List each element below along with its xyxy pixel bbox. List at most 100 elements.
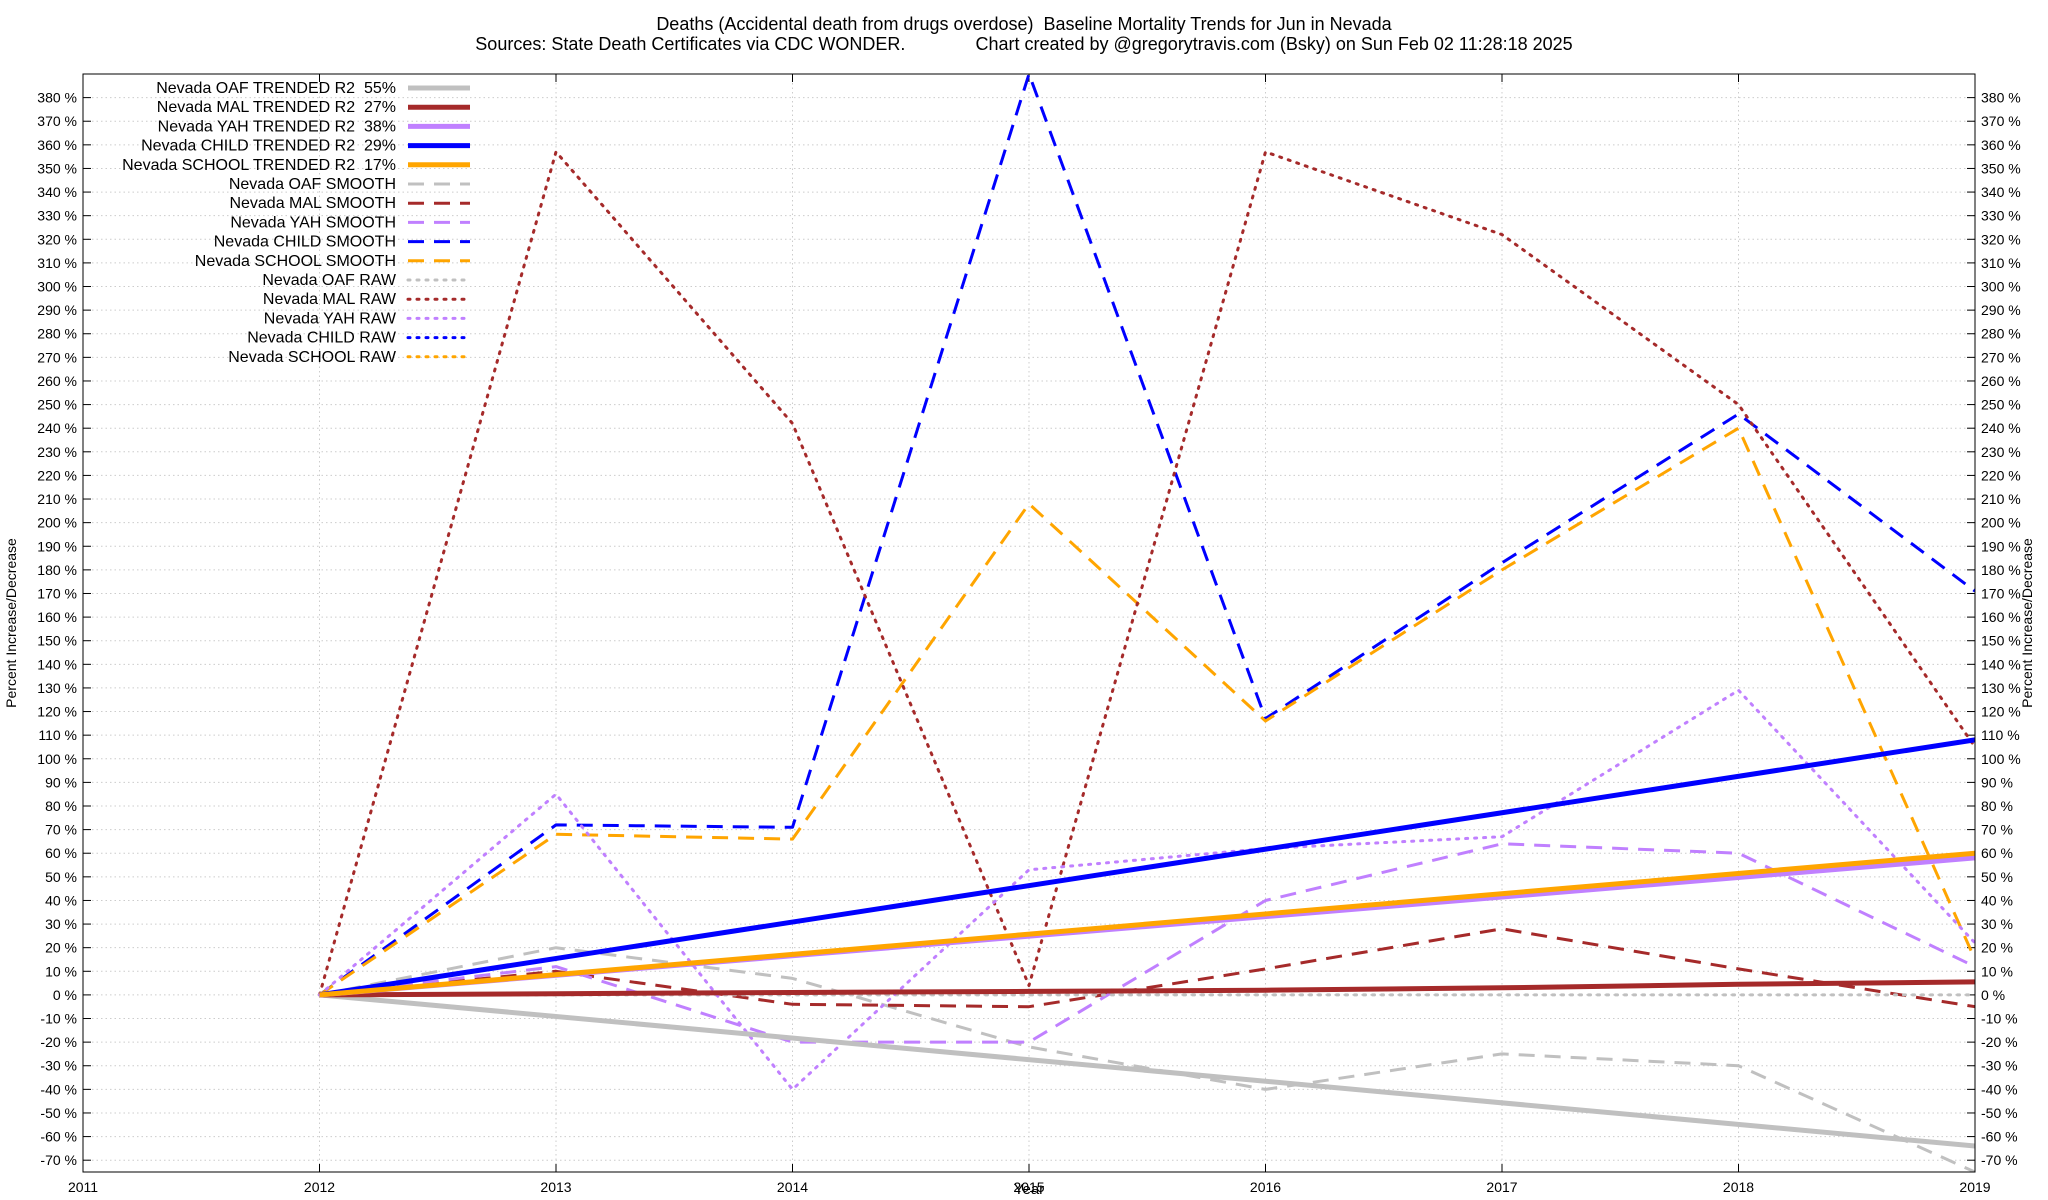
y-tick-label: -50 % xyxy=(1981,1105,2018,1121)
series-line-nevada-oaf-smooth xyxy=(319,946,1975,1172)
x-tick-label: 2013 xyxy=(540,1179,571,1195)
x-tick-label: 2019 xyxy=(1959,1179,1990,1195)
series-line-nevada-child-trended-r2-29 xyxy=(319,737,1975,998)
y-tick-label: 100 % xyxy=(37,751,77,767)
y-tick-label: 110 % xyxy=(38,727,77,743)
y-tick-label: 320 % xyxy=(37,231,77,247)
y-tick-label: 210 % xyxy=(1981,491,2021,507)
y-tick-label: 190 % xyxy=(37,538,77,554)
x-tick-label: 2011 xyxy=(68,1179,98,1195)
y-tick-label: 100 % xyxy=(1981,751,2021,767)
y-tick-label: 240 % xyxy=(37,420,77,436)
y-tick-label: 120 % xyxy=(1981,704,2021,720)
y-tick-label: 210 % xyxy=(37,491,77,507)
legend-label: Nevada YAH SMOOTH xyxy=(230,214,396,231)
legend-label: Nevada YAH TRENDED R2 38% xyxy=(158,118,396,135)
x-tick-label: 2018 xyxy=(1723,1179,1754,1195)
y-tick-label: 350 % xyxy=(37,160,77,176)
y-tick-label: 50 % xyxy=(45,869,77,885)
y-tick-label: -20 % xyxy=(1981,1034,2018,1050)
y-tick-label: 320 % xyxy=(1981,231,2021,247)
legend-label: Nevada MAL SMOOTH xyxy=(229,195,396,212)
x-tick-label: 2015 xyxy=(1013,1179,1044,1195)
y-tick-label: -30 % xyxy=(40,1058,77,1074)
y-axis-label-left: Percent Increase/Decrease xyxy=(3,538,19,708)
y-tick-label: 370 % xyxy=(1981,113,2021,129)
legend-label: Nevada OAF RAW xyxy=(262,272,397,289)
y-tick-label: 180 % xyxy=(37,562,77,578)
y-tick-label: 300 % xyxy=(37,279,77,295)
y-tick-label: -50 % xyxy=(40,1105,77,1121)
y-tick-label: 180 % xyxy=(1981,562,2021,578)
series-line-nevada-school-smooth xyxy=(318,426,1975,997)
series-line-nevada-mal-smooth xyxy=(319,927,1975,1009)
series-line-nevada-mal-raw xyxy=(318,150,1975,997)
y-tick-label: 160 % xyxy=(37,609,77,625)
y-tick-label: 340 % xyxy=(37,184,77,200)
y-tick-label: 220 % xyxy=(1981,467,2021,483)
y-tick-label: -60 % xyxy=(40,1129,77,1145)
y-tick-label: 220 % xyxy=(37,467,77,483)
legend: Nevada OAF TRENDED R2 55% Nevada MAL TREN… xyxy=(122,80,472,366)
y-tick-label: 90 % xyxy=(1981,774,2013,790)
chart-subtitle: Sources: State Death Certificates via CD… xyxy=(475,34,1573,54)
y-tick-label: 300 % xyxy=(1981,279,2021,295)
x-tick-label: 2017 xyxy=(1486,1179,1517,1195)
legend-label: Nevada YAH RAW xyxy=(264,310,397,327)
y-tick-label: 260 % xyxy=(1981,373,2021,389)
y-tick-label: -60 % xyxy=(1981,1129,2018,1145)
y-tick-label: 230 % xyxy=(37,444,77,460)
legend-label: Nevada MAL TRENDED R2 27% xyxy=(157,99,396,116)
y-tick-label: 200 % xyxy=(1981,515,2021,531)
y-tick-label: 130 % xyxy=(1981,680,2021,696)
legend-label: Nevada SCHOOL RAW xyxy=(228,349,397,366)
y-tick-label: -20 % xyxy=(40,1034,77,1050)
y-axis-label-right: Percent Increase/Decrease xyxy=(2019,538,2035,708)
y-tick-label: 330 % xyxy=(1981,208,2021,224)
y-tick-label: 90 % xyxy=(45,774,77,790)
y-tick-label: 20 % xyxy=(45,940,77,956)
grid xyxy=(82,74,1976,1172)
series-line-nevada-school-trended-r2-17 xyxy=(319,850,1975,998)
y-tick-label: 80 % xyxy=(1981,798,2013,814)
y-tick-label: 290 % xyxy=(1981,302,2021,318)
x-tick-label: 2012 xyxy=(304,1179,335,1195)
y-tick-label: 80 % xyxy=(45,798,77,814)
y-tick-label: 280 % xyxy=(37,326,77,342)
legend-label: Nevada OAF SMOOTH xyxy=(229,176,396,193)
y-tick-label: 240 % xyxy=(1981,420,2021,436)
y-tick-label: 160 % xyxy=(1981,609,2021,625)
y-tick-label: 290 % xyxy=(37,302,77,318)
y-tick-label: 10 % xyxy=(1981,963,2013,979)
y-tick-label: 250 % xyxy=(1981,397,2021,413)
y-tick-label: 270 % xyxy=(37,349,77,365)
chart-title: Deaths (Accidental death from drugs over… xyxy=(656,14,1392,34)
y-tick-label: -40 % xyxy=(40,1081,77,1097)
y-axis-left-ticks: -70 % -60 % -50 % -40 % -30 % -20 % -10 % 0 % 10… xyxy=(37,90,91,1168)
series-line-nevada-child-smooth xyxy=(318,74,1975,997)
y-tick-label: 70 % xyxy=(1981,822,2013,838)
y-tick-label: 60 % xyxy=(45,845,77,861)
y-tick-label: 150 % xyxy=(1981,633,2021,649)
y-tick-label: 330 % xyxy=(37,208,77,224)
y-tick-label: 60 % xyxy=(1981,845,2013,861)
series-line-nevada-oaf-trended-r2-55 xyxy=(319,992,1975,1149)
y-tick-label: 310 % xyxy=(1981,255,2021,271)
y-tick-label: -10 % xyxy=(40,1011,77,1027)
x-tick-label: 2016 xyxy=(1250,1179,1281,1195)
y-tick-label: 140 % xyxy=(1981,656,2021,672)
y-tick-label: 200 % xyxy=(37,515,77,531)
legend-label: Nevada SCHOOL TRENDED R2 17% xyxy=(122,157,396,174)
y-tick-label: -70 % xyxy=(40,1152,77,1168)
y-tick-label: 310 % xyxy=(37,255,77,271)
legend-label: Nevada OAF TRENDED R2 55% xyxy=(156,80,396,97)
y-tick-label: 170 % xyxy=(37,585,77,601)
y-tick-label: -10 % xyxy=(1981,1011,2018,1027)
series-line-nevada-mal-trended-r2-27 xyxy=(319,979,1975,998)
y-axis-right-ticks: -70 % -60 % -50 % -40 % -30 % -20 % -10 % 0 % 10… xyxy=(1967,90,2021,1168)
y-tick-label: 20 % xyxy=(1981,940,2013,956)
plot-frame xyxy=(82,73,1976,1173)
y-tick-label: 250 % xyxy=(37,397,77,413)
legend-label: Nevada SCHOOL SMOOTH xyxy=(195,253,396,270)
y-tick-label: 350 % xyxy=(1981,160,2021,176)
